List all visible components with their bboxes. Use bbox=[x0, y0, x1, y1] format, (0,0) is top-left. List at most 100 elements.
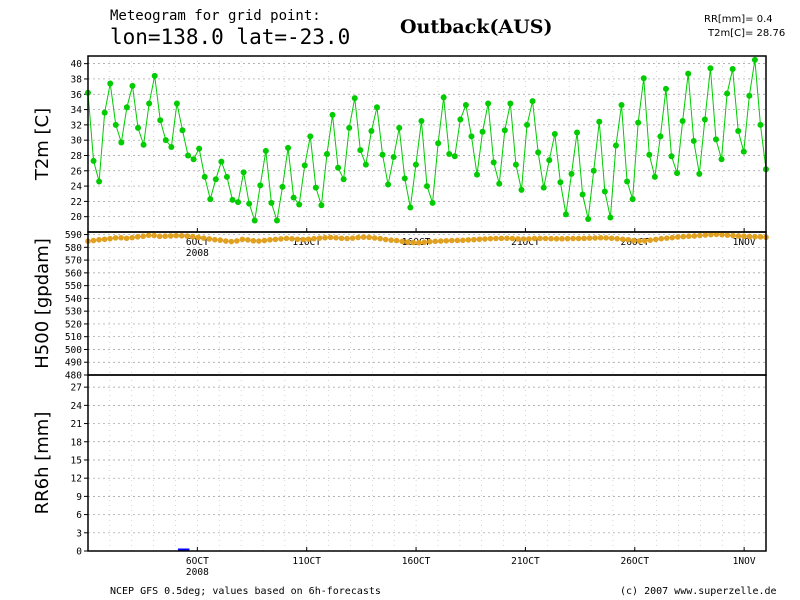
y-axis-label: H500 [gpdam] bbox=[32, 238, 53, 369]
t2m-data-point bbox=[446, 150, 453, 157]
t2m-data-point bbox=[379, 151, 386, 158]
t2m-data-point bbox=[129, 82, 136, 89]
t2m-data-point bbox=[618, 101, 625, 108]
t2m-data-point bbox=[418, 118, 425, 125]
h500-data-point bbox=[156, 233, 163, 240]
h500-data-point bbox=[675, 234, 681, 240]
t2m-data-point bbox=[240, 169, 247, 176]
t2m-data-point bbox=[540, 184, 547, 191]
h500-data-point bbox=[697, 232, 703, 239]
h500-data-point bbox=[504, 235, 510, 242]
h500-data-point bbox=[531, 235, 538, 242]
h500-data-point bbox=[195, 234, 202, 241]
h500-data-point bbox=[278, 236, 284, 242]
h500-data-point bbox=[713, 231, 720, 238]
t2m-data-point bbox=[96, 178, 103, 185]
h500-data-point bbox=[498, 235, 505, 242]
t2m-data-point bbox=[290, 194, 297, 201]
t2m-data-point bbox=[690, 137, 697, 144]
h500-data-point bbox=[355, 234, 361, 241]
h500-data-point bbox=[526, 236, 532, 242]
y-tick-label: 26 bbox=[71, 166, 83, 177]
h500-data-point bbox=[415, 239, 422, 246]
h500-data-point bbox=[449, 237, 455, 244]
y-tick-label: 570 bbox=[65, 256, 82, 267]
h500-data-point bbox=[283, 235, 290, 242]
t2m-data-point bbox=[490, 159, 497, 166]
h500-data-point bbox=[641, 238, 648, 244]
h500-data-point bbox=[548, 235, 554, 242]
t2m-data-point bbox=[212, 176, 219, 183]
h500-data-point bbox=[619, 236, 626, 243]
h500-data-point bbox=[388, 237, 394, 243]
y-tick-label: 530 bbox=[65, 307, 82, 318]
y-tick-label: 12 bbox=[71, 474, 82, 485]
h500-data-point bbox=[404, 239, 411, 246]
h500-data-point bbox=[228, 238, 235, 245]
y-axis-label: RR6h [mm] bbox=[32, 412, 53, 515]
h500-data-point bbox=[206, 236, 213, 242]
h500-data-point bbox=[614, 235, 620, 242]
t2m-data-point bbox=[740, 148, 747, 155]
h500-data-point bbox=[393, 237, 400, 244]
t2m-data-point bbox=[185, 152, 192, 159]
t2m-data-point bbox=[468, 133, 475, 140]
t2m-data-point bbox=[562, 211, 569, 218]
h500-data-point bbox=[382, 236, 389, 243]
t2m-data-point bbox=[701, 116, 708, 123]
h500-data-point bbox=[597, 234, 604, 241]
t2m-data-point bbox=[323, 150, 330, 157]
h500-data-point bbox=[421, 239, 428, 246]
t2m-data-point bbox=[229, 196, 236, 203]
y-tick-label: 36 bbox=[71, 90, 83, 101]
t2m-data-point bbox=[140, 141, 147, 148]
t2m-data-point bbox=[223, 173, 230, 180]
h500-data-point bbox=[134, 234, 141, 240]
h500-data-point bbox=[575, 235, 582, 242]
h500-data-point bbox=[520, 236, 527, 242]
t2m-data-point bbox=[390, 154, 397, 161]
y-tick-label: 580 bbox=[65, 243, 82, 254]
t2m-data-point bbox=[685, 70, 692, 77]
t2m-data-point bbox=[735, 127, 742, 134]
t2m-data-point bbox=[162, 137, 169, 144]
t2m-data-point bbox=[157, 117, 164, 124]
h500-data-point bbox=[349, 235, 356, 241]
h500-data-point bbox=[625, 236, 631, 243]
h500-data-point bbox=[261, 237, 268, 244]
title-line1: Meteogram for grid point: bbox=[110, 8, 321, 24]
h500-data-point bbox=[746, 233, 753, 240]
x-tick-label: 6OCT bbox=[186, 556, 209, 567]
h500-data-point bbox=[189, 233, 196, 240]
t2m-data-point bbox=[724, 90, 731, 97]
h500-data-point bbox=[752, 233, 758, 240]
data-source: NCEP GFS 0.5deg; values based on 6h-fore… bbox=[110, 586, 381, 597]
h500-data-point bbox=[377, 235, 383, 242]
rr6h-panel: 0 3 6 9 12 15 18 21 24 27 6OCT 11OCT 16OCT 21OCT 26OCT… bbox=[32, 374, 767, 578]
h500-data-point bbox=[338, 235, 345, 242]
t2m-data-point bbox=[729, 66, 736, 73]
year-label: 2008 bbox=[186, 248, 209, 259]
t2m-data-point bbox=[607, 214, 614, 221]
t2m-data-point bbox=[296, 201, 303, 208]
t2m-data-point bbox=[90, 157, 97, 164]
h500-data-point bbox=[559, 235, 565, 242]
x-tick-label: 16OCT bbox=[402, 556, 431, 567]
t2m-data-point bbox=[590, 167, 597, 174]
t2m-data-point bbox=[173, 100, 180, 107]
h500-data-point bbox=[465, 237, 472, 243]
h500-data-point bbox=[140, 233, 146, 240]
y-tick-label: 550 bbox=[65, 281, 82, 292]
y-tick-label: 20 bbox=[71, 212, 83, 223]
h500-data-point bbox=[432, 238, 439, 245]
t2m-data-point bbox=[235, 199, 242, 206]
h500-data-point bbox=[437, 238, 444, 244]
t2m-data-point bbox=[662, 85, 669, 92]
t2m-data-point bbox=[279, 183, 286, 190]
h500-data-point bbox=[250, 238, 257, 244]
t2m-data-point bbox=[257, 182, 264, 189]
h500-data-point bbox=[322, 234, 328, 241]
t2m-data-point bbox=[368, 127, 375, 134]
h500-data-point bbox=[454, 237, 461, 244]
h500-data-point bbox=[724, 232, 731, 238]
